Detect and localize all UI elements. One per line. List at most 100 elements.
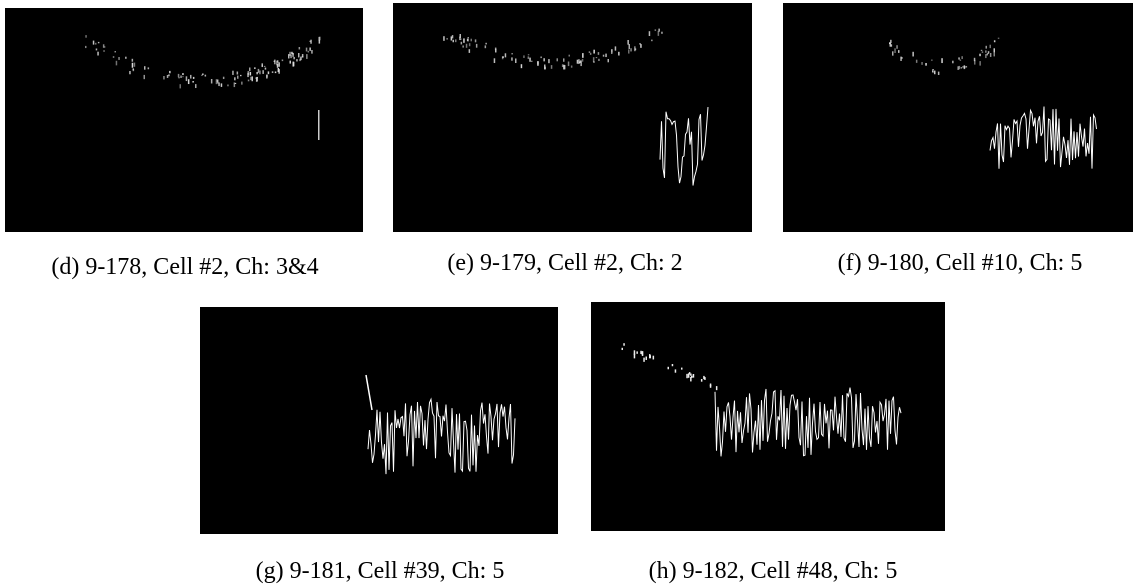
trace [593, 61, 595, 63]
trace [298, 47, 301, 50]
trace [114, 51, 116, 53]
trace [446, 38, 448, 40]
caption: (f) 9-180, Cell #10, Ch: 5 [838, 250, 1083, 276]
trace [249, 72, 252, 76]
trace [367, 397, 516, 475]
trace [504, 53, 507, 58]
trace [961, 56, 963, 60]
trace [192, 81, 194, 83]
trace [641, 351, 644, 355]
trace [963, 66, 966, 69]
trace [92, 40, 95, 45]
trace [958, 65, 961, 70]
trace [95, 42, 97, 45]
trace [103, 50, 105, 52]
trace [115, 60, 118, 66]
trace [649, 354, 651, 359]
trace [986, 53, 988, 56]
trace [592, 57, 595, 62]
traces [85, 28, 1097, 475]
trace [959, 59, 962, 61]
trace [657, 30, 660, 36]
trace [993, 48, 995, 53]
trace [291, 51, 293, 55]
trace [633, 353, 636, 359]
trace [645, 356, 647, 360]
trace [654, 29, 657, 32]
trace [177, 73, 180, 78]
trace [570, 65, 573, 68]
caption: (e) 9-179, Cell #2, Ch: 2 [447, 250, 682, 276]
trace [894, 48, 896, 54]
trace [934, 70, 936, 75]
trace [267, 71, 270, 75]
trace [97, 51, 99, 56]
trace [567, 61, 570, 67]
trace [103, 46, 106, 48]
trace [898, 50, 900, 53]
trace [703, 375, 705, 380]
trace [588, 51, 591, 53]
trace [257, 68, 260, 73]
trace [979, 61, 981, 66]
trace [661, 31, 663, 34]
trace [210, 79, 213, 84]
trace [576, 59, 579, 64]
trace [987, 53, 989, 55]
trace [236, 71, 239, 75]
trace [309, 40, 311, 43]
trace [365, 374, 373, 411]
trace [463, 38, 465, 43]
trace [989, 53, 992, 57]
caption: (h) 9-182, Cell #48, Ch: 5 [649, 558, 898, 584]
trace [495, 48, 497, 53]
trace [261, 63, 263, 66]
trace [520, 64, 523, 69]
trace [180, 75, 182, 78]
trace [190, 74, 192, 79]
caption: (d) 9-178, Cell #2, Ch: 3&4 [51, 254, 318, 280]
trace [102, 44, 105, 48]
trace [266, 74, 268, 79]
trace [494, 47, 497, 50]
trace [958, 57, 960, 60]
trace [451, 35, 454, 39]
trace [686, 373, 688, 379]
trace [597, 52, 600, 55]
trace [639, 43, 641, 45]
trace [952, 60, 954, 64]
trace [715, 386, 718, 391]
trace [889, 43, 891, 47]
trace [540, 56, 542, 59]
trace [166, 75, 169, 78]
trace [460, 41, 463, 45]
trace [97, 41, 100, 44]
trace [276, 60, 279, 63]
trace [144, 66, 146, 70]
trace [652, 355, 655, 360]
trace [292, 61, 294, 67]
trace [263, 65, 266, 67]
trace [281, 59, 284, 62]
trace [690, 373, 692, 376]
trace [605, 53, 607, 58]
trace [95, 48, 98, 51]
trace [925, 63, 927, 66]
trace [989, 106, 1097, 169]
trace [278, 62, 280, 67]
trace [247, 79, 250, 82]
trace [234, 77, 236, 81]
trace [259, 70, 261, 75]
trace [240, 74, 242, 77]
trace [579, 61, 581, 64]
trace [264, 67, 267, 70]
trace [218, 82, 220, 87]
trace [468, 49, 471, 53]
trace [709, 383, 712, 387]
trace [568, 54, 570, 57]
trace [892, 51, 894, 56]
trace [640, 350, 642, 354]
trace [143, 74, 145, 80]
trace [493, 58, 496, 63]
trace [659, 107, 709, 186]
